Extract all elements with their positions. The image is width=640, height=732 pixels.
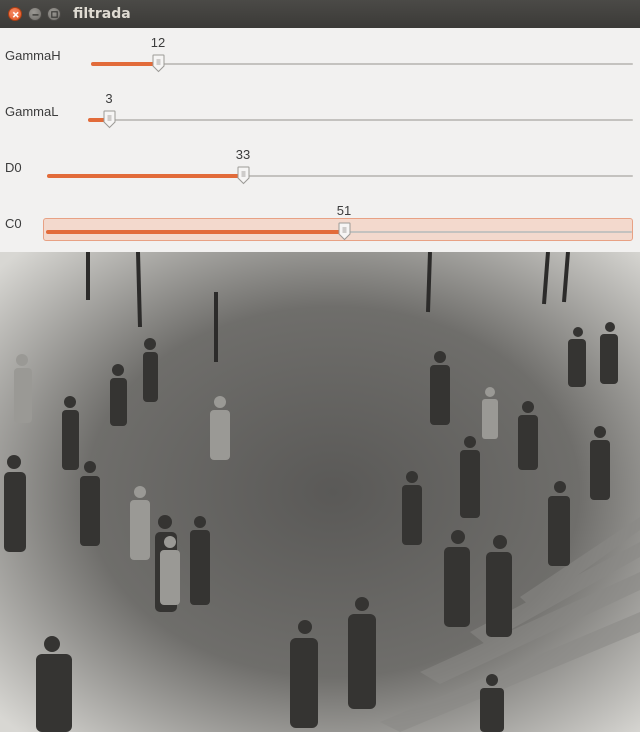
close-button[interactable] bbox=[8, 7, 22, 21]
trackbar-value: 3 bbox=[105, 91, 113, 106]
trackbar-row-gammal: GammaL 3 bbox=[0, 84, 640, 140]
trackbar-fill bbox=[91, 62, 158, 66]
trackbar-fill bbox=[46, 230, 344, 234]
filtered-image bbox=[0, 252, 640, 732]
focus-highlight bbox=[43, 218, 633, 241]
minimize-button[interactable] bbox=[28, 7, 42, 21]
close-icon bbox=[12, 11, 19, 18]
trackbar-gammah[interactable] bbox=[91, 54, 633, 73]
trackbar-handle[interactable] bbox=[103, 110, 116, 129]
trackbar-handle[interactable] bbox=[152, 54, 165, 73]
trackbar-handle[interactable] bbox=[237, 166, 250, 185]
trackbar-value: 33 bbox=[235, 147, 251, 162]
trackbar-fill bbox=[47, 174, 243, 178]
trackbar-label: GammaL bbox=[5, 104, 59, 119]
maximize-icon bbox=[51, 11, 58, 18]
minimize-icon bbox=[32, 14, 39, 16]
trackbar-label: C0 bbox=[5, 216, 22, 231]
trackbar-label: GammaH bbox=[5, 48, 61, 63]
trackbar-handle[interactable] bbox=[338, 222, 351, 241]
trackbar-row-c0: C0 51 bbox=[0, 196, 640, 252]
grayscale-photo bbox=[0, 252, 640, 732]
trackbar-d0[interactable] bbox=[47, 166, 633, 185]
window-title: filtrada bbox=[73, 6, 131, 22]
trackbar-c0[interactable] bbox=[46, 222, 632, 241]
trackbar-row-gammah: GammaH 12 bbox=[0, 28, 640, 84]
trackbar-row-d0: D0 33 bbox=[0, 140, 640, 196]
maximize-button[interactable] bbox=[47, 7, 61, 21]
trackbar-gammal[interactable] bbox=[88, 110, 633, 129]
title-bar: filtrada bbox=[0, 0, 640, 28]
trackbar-panel: GammaH 12 GammaL 3 D0 33 C0 51 bbox=[0, 28, 640, 252]
trackbar-fill bbox=[88, 118, 109, 122]
trackbar-value: 12 bbox=[150, 35, 166, 50]
trackbar-value: 51 bbox=[336, 203, 352, 218]
trackbar-label: D0 bbox=[5, 160, 22, 175]
